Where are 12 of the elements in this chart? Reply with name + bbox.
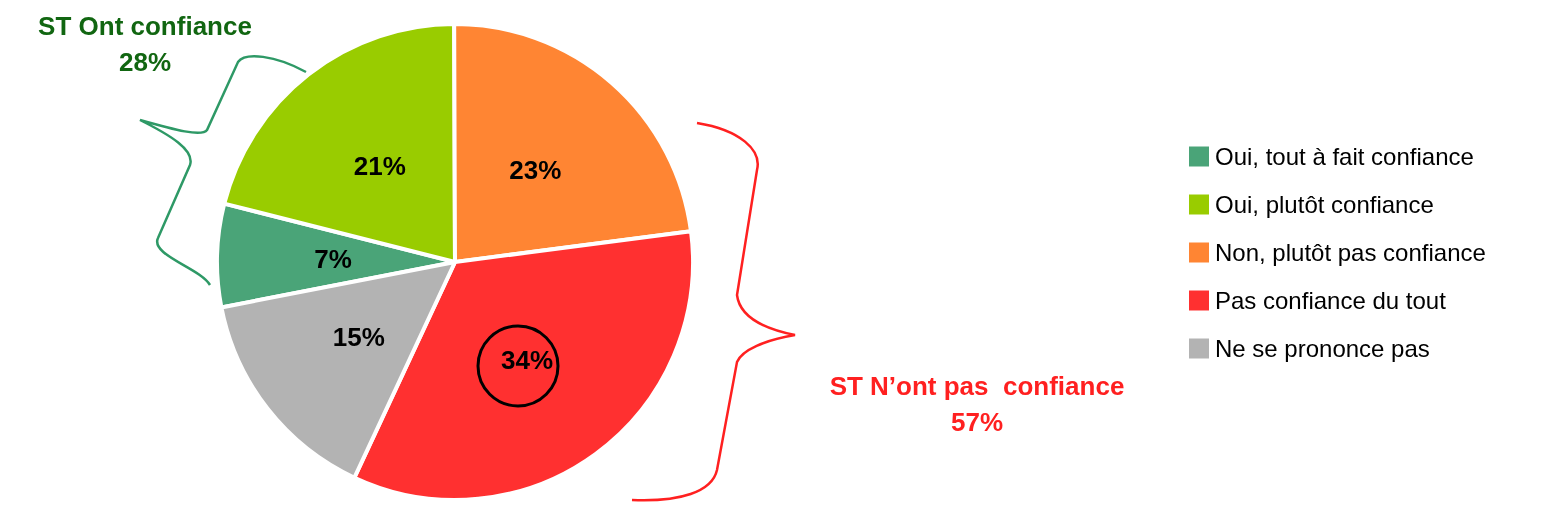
legend-label: Pas confiance du tout — [1215, 287, 1447, 314]
data-label: 15% — [332, 322, 385, 353]
data-label: 7% — [314, 243, 352, 274]
text: ST Ont confiance 28% — [38, 11, 252, 77]
legend-label: Oui, plutôt confiance — [1215, 191, 1434, 218]
data-label: 23% — [509, 155, 562, 186]
data-label: 21% — [353, 150, 406, 181]
text: ST N’ont pas confiance 57% — [829, 371, 1125, 437]
data-label: 34% — [501, 345, 554, 376]
legend-label: Non, plutôt pas confiance — [1215, 239, 1486, 266]
legend-label: Ne se prononce pas — [1215, 335, 1430, 362]
legend-label: Oui, tout à fait confiance — [1215, 143, 1474, 170]
